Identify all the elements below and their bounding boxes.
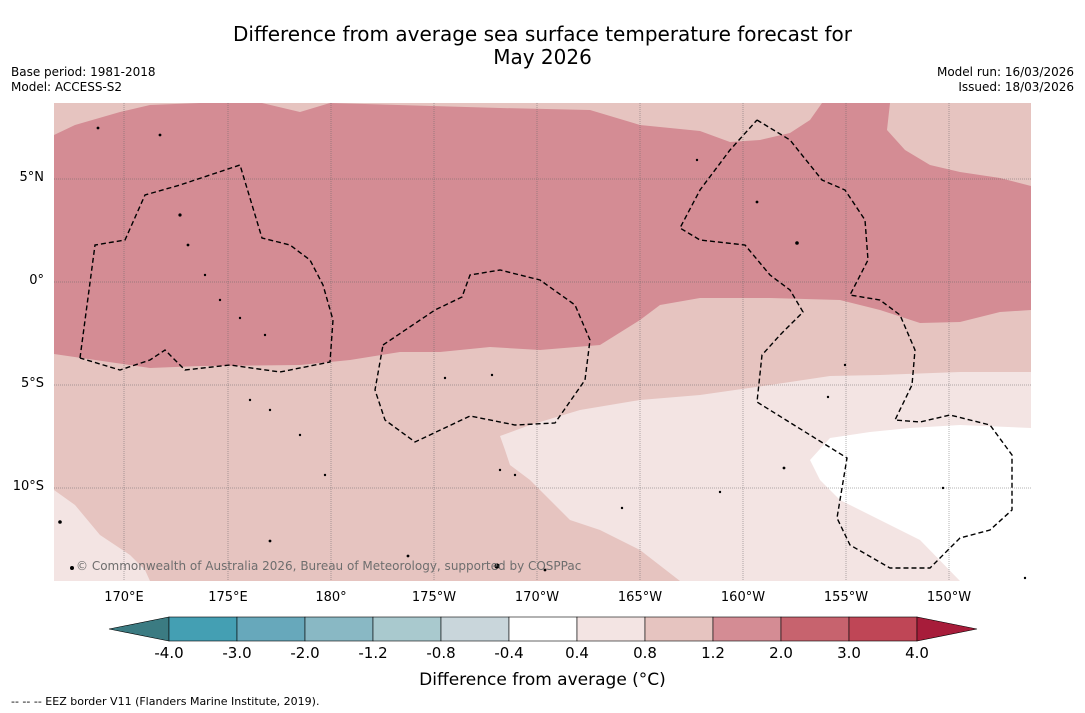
lon-label: 175°W [411, 590, 457, 605]
lat-label: 5°N [19, 170, 45, 185]
meta-left: Base period: 1981-2018 Model: ACCESS-S2 [11, 65, 156, 95]
colorbar-tick: -0.4 [494, 644, 524, 662]
chart-title-line1: Difference from average sea surface temp… [232, 22, 852, 46]
lon-label: 155°W [823, 590, 869, 605]
lat-label: 0° [29, 273, 44, 288]
colorbar-underflow [108, 616, 170, 642]
eez-borders [79, 119, 1013, 569]
eez-footnote: -- -- -- EEZ border V11 (Flanders Marine… [11, 695, 320, 708]
lat-label: 5°S [20, 376, 44, 391]
lon-label: 165°W [617, 590, 663, 605]
colorbar-tick: -0.8 [426, 644, 456, 662]
anomaly-region-1.2-2.0 [54, 103, 1031, 368]
lon-label: 175°E [208, 590, 248, 605]
colorbar-title: Difference from average (°C) [419, 670, 666, 690]
model-text: Model: ACCESS-S2 [11, 80, 123, 94]
lat-label: 10°S [12, 479, 44, 494]
islands [58, 126, 1027, 580]
colorbar-bin [848, 616, 918, 642]
colorbar-tick: -1.2 [358, 644, 388, 662]
lon-label: 170°W [514, 590, 560, 605]
model-run-text: Model run: 16/03/2026 [936, 65, 1074, 79]
lon-label: 160°W [720, 590, 766, 605]
colorbar-bin [712, 616, 782, 642]
copyright-notice: © Commonwealth of Australia 2026, Bureau… [76, 559, 582, 573]
colorbar-tick: 2.0 [769, 644, 793, 662]
colorbar-tick: -2.0 [290, 644, 320, 662]
colorbar-bin [372, 616, 442, 642]
lon-label: 180° [315, 590, 347, 605]
colorbar-bin [508, 616, 578, 642]
anomaly-region-neutral [810, 425, 1031, 581]
colorbar-bin [304, 616, 374, 642]
colorbar-tick: -3.0 [222, 644, 252, 662]
colorbar-tick: 3.0 [837, 644, 861, 662]
colorbar-bin [440, 616, 510, 642]
issued-text: Issued: 18/03/2026 [958, 80, 1074, 94]
graticule [54, 103, 1031, 581]
colorbar-bin [780, 616, 850, 642]
meta-right: Model run: 16/03/2026 Issued: 18/03/2026 [937, 65, 1074, 95]
colorbar-bin [168, 616, 238, 642]
colorbar-overflow [916, 616, 978, 642]
chart-title-line2: May 2026 [493, 45, 592, 69]
colorbar-tick: -4.0 [154, 644, 184, 662]
colorbar-bin [644, 616, 714, 642]
anomaly-region-0.4-0.8-sw [54, 490, 150, 581]
colorbar-bin [236, 616, 306, 642]
colorbar-tick: 4.0 [905, 644, 929, 662]
base-period-text: Base period: 1981-2018 [11, 65, 156, 79]
lon-label: 170°E [104, 590, 144, 605]
colorbar-bin [576, 616, 646, 642]
colorbar-tick: 0.4 [565, 644, 589, 662]
lon-label: 150°W [926, 590, 972, 605]
colorbar [108, 616, 978, 642]
colorbar-tick: 1.2 [701, 644, 725, 662]
colorbar-tick: 0.8 [633, 644, 657, 662]
